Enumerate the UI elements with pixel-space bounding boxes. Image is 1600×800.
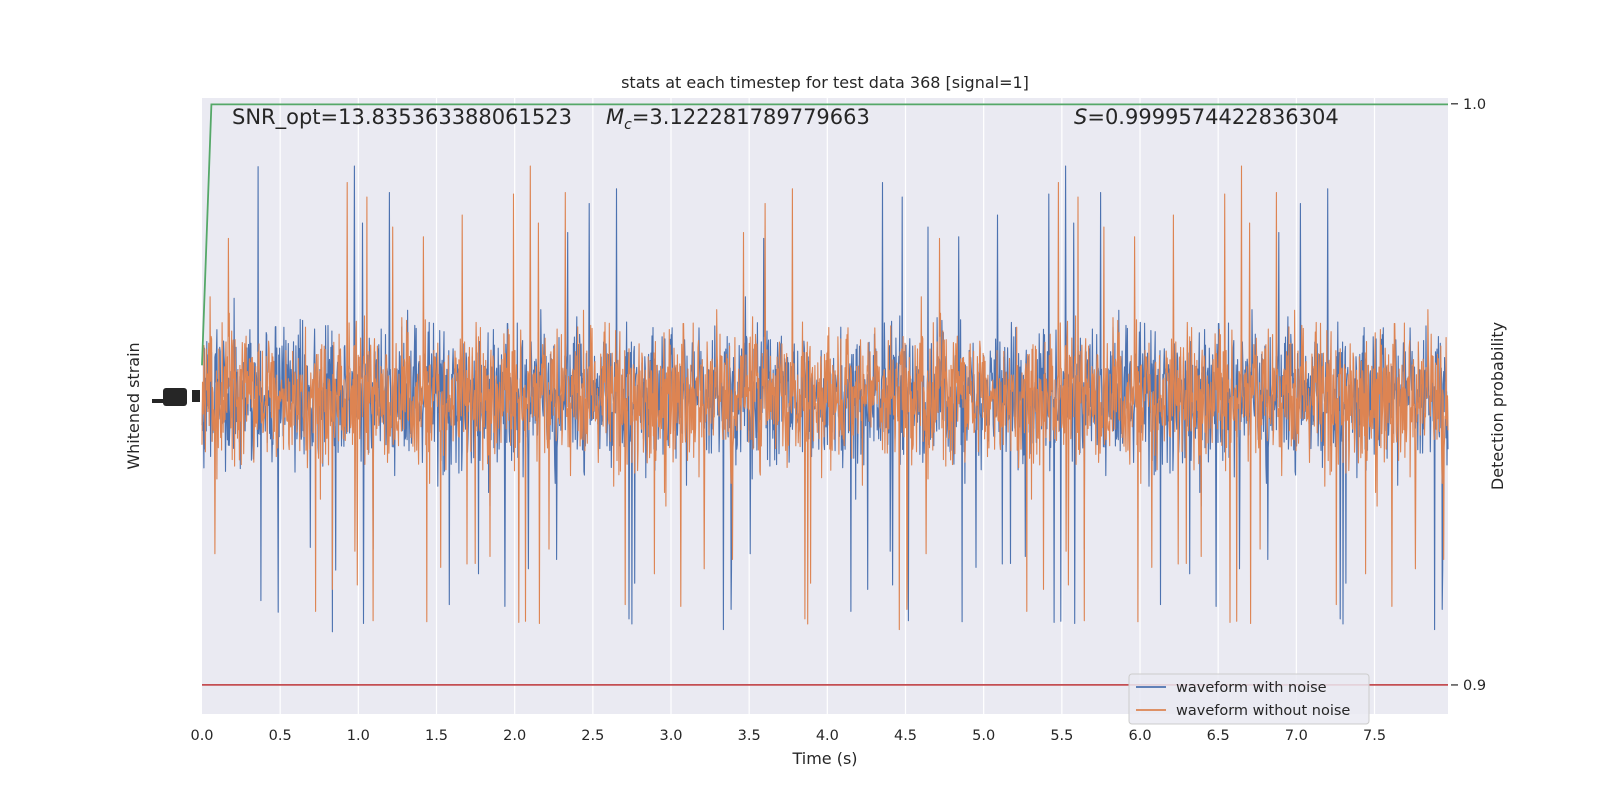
x-tick-label: 2.5	[581, 728, 604, 744]
left-y-tick-marks	[152, 388, 200, 406]
snr-annotation: SNR_opt=13.835363388061523	[232, 105, 572, 130]
chirp-mass-value: =3.122281789779663	[632, 105, 870, 129]
chirp-mass-annotation: Mc=3.122281789779663	[606, 105, 870, 133]
right-y-tick-label: 1.0	[1463, 97, 1486, 113]
series-detection-probability	[201, 103, 1448, 366]
chirp-mass-subscript: c	[624, 117, 632, 133]
right-y-axis-ticks: 0.9 1.0	[1451, 97, 1486, 694]
x-tick-label: 4.5	[894, 728, 917, 744]
x-tick-label: 6.0	[1128, 728, 1151, 744]
x-axis-label: Time (s)	[791, 749, 857, 768]
x-tick-label: 6.5	[1207, 728, 1230, 744]
x-tick-label: 5.0	[972, 728, 995, 744]
legend-box	[1128, 673, 1370, 725]
chirp-mass-symbol: M	[606, 105, 624, 129]
x-tick-label: 3.0	[659, 728, 682, 744]
legend-label-with-noise: waveform with noise	[1176, 680, 1327, 696]
x-tick-label: 7.5	[1363, 728, 1386, 744]
legend-label-without-noise: waveform without noise	[1176, 703, 1350, 719]
right-y-axis-label: Detection probability	[1488, 322, 1507, 490]
x-tick-label: 4.0	[816, 728, 839, 744]
x-tick-label: 0.0	[190, 728, 213, 744]
x-tick-label: 5.5	[1050, 728, 1073, 744]
x-tick-label: 1.0	[347, 728, 370, 744]
series-waveform-without-noise	[201, 165, 1449, 631]
x-tick-label: 1.5	[425, 728, 448, 744]
right-y-tick-label: 0.9	[1463, 678, 1486, 694]
x-tick-label: 2.0	[503, 728, 526, 744]
score-symbol: S	[1074, 105, 1087, 129]
score-value: =0.9999574422836304	[1087, 105, 1338, 129]
score-annotation: S=0.9999574422836304	[1074, 105, 1339, 129]
x-tick-label: 7.0	[1285, 728, 1308, 744]
chart-title: stats at each timestep for test data 368…	[621, 73, 1029, 92]
x-tick-label: 0.5	[269, 728, 292, 744]
x-tick-label: 3.5	[738, 728, 761, 744]
x-axis-ticks: 0.0 0.5 1.0 1.5 2.0 2.5 3.0 3.5 4.0 4.5 5.0 5.5 6.0 6…	[190, 728, 1386, 744]
legend: waveform with noise waveform without noi…	[1128, 673, 1370, 725]
left-y-axis-label: Whitened strain	[124, 342, 143, 469]
